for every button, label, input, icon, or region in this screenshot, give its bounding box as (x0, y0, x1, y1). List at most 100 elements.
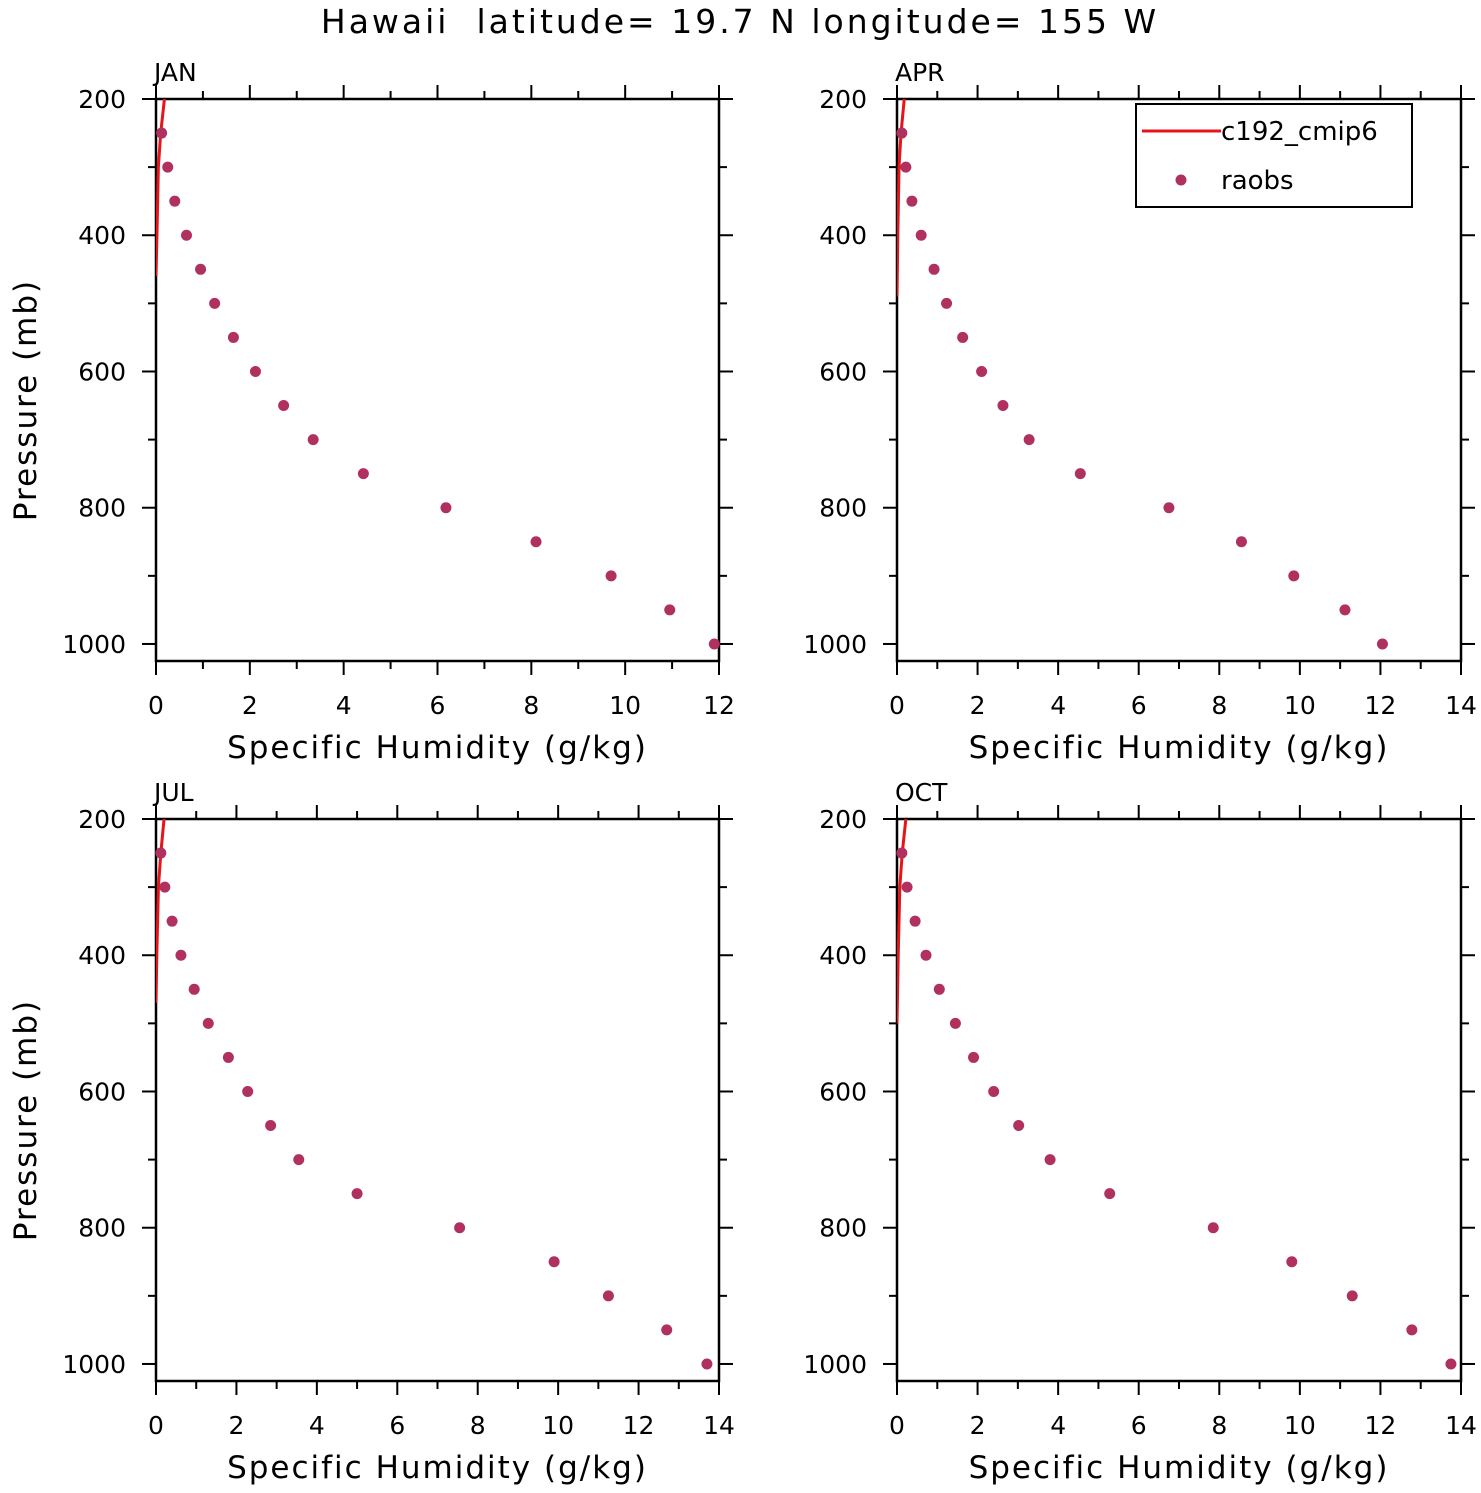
data-point-raobs (293, 1154, 305, 1166)
x-tick-label: 6 (430, 691, 446, 720)
data-point-raobs (906, 195, 918, 207)
y-tick-label: 200 (819, 85, 867, 114)
y-tick-label: 400 (78, 941, 126, 970)
data-point-raobs (1406, 1324, 1418, 1336)
data-point-raobs (957, 331, 969, 343)
data-point-raobs (180, 229, 192, 241)
y-tick-label: 1000 (803, 1350, 867, 1379)
data-point-raobs (307, 434, 319, 446)
legend-marker-swatch (1175, 174, 1187, 186)
y-tick-label: 800 (78, 1214, 126, 1243)
x-tick-label: 12 (1365, 1411, 1397, 1440)
data-point-raobs (1339, 604, 1351, 616)
x-tick-label: 6 (1131, 691, 1147, 720)
data-point-raobs (928, 263, 940, 275)
data-point-raobs (920, 949, 932, 961)
data-point-raobs (664, 604, 676, 616)
series-line-c192-cmip6 (156, 819, 166, 1003)
y-tick-label: 200 (78, 85, 126, 114)
data-point-raobs (454, 1222, 466, 1234)
x-tick-label: 8 (470, 1411, 486, 1440)
data-point-raobs (227, 331, 239, 343)
data-point-raobs (900, 161, 912, 173)
data-point-raobs (1163, 502, 1175, 514)
plot-frame-jan (154, 97, 721, 663)
panel-apr: 0 2 4 6 8 10 12 14 200 400 600 800 1000 APR Specific H… (803, 58, 1477, 766)
data-point-raobs (278, 400, 290, 412)
legend-label: raobs (1221, 166, 1294, 196)
panel-title-oct: OCT (895, 778, 948, 807)
plot-area-oct (897, 819, 908, 1024)
data-point-raobs (159, 881, 171, 893)
data-point-raobs (1074, 468, 1086, 480)
data-point-raobs (548, 1256, 560, 1268)
data-point-raobs (175, 949, 187, 961)
data-point-raobs (1207, 1222, 1219, 1234)
x-tick-label: 12 (1365, 691, 1397, 720)
data-point-raobs (976, 365, 988, 377)
legend-label: c192_cmip6 (1221, 117, 1378, 147)
data-point-raobs (968, 1051, 980, 1063)
series-line-c192-cmip6 (897, 819, 908, 1024)
data-point-raobs (1023, 434, 1035, 446)
figure-title: Hawaii latitude= 19.7 N longitude= 155 W (321, 2, 1159, 41)
x-axis-label: Specific Humidity (g/kg) (227, 1450, 648, 1486)
x-tick-label: 10 (1284, 691, 1316, 720)
data-point-raobs (933, 983, 945, 995)
x-tick-label: 14 (1445, 1411, 1477, 1440)
plot-area-jan (156, 99, 166, 277)
x-tick-label: 4 (1050, 1411, 1066, 1440)
y-tick-label: 600 (78, 357, 126, 386)
x-tick-label: 4 (336, 691, 352, 720)
x-tick-label: 0 (148, 691, 164, 720)
data-point-raobs (896, 847, 908, 859)
panel-jan: 0 2 4 6 8 10 12 200 400 600 800 1000 JAN Specific Hum… (8, 58, 735, 766)
data-point-raobs (169, 195, 181, 207)
data-point-raobs (155, 847, 167, 859)
data-point-raobs (708, 638, 720, 650)
x-axis-label: Specific Humidity (g/kg) (969, 730, 1390, 766)
x-tick-label: 10 (609, 691, 641, 720)
data-point-raobs (166, 915, 178, 927)
series-line-c192-cmip6 (897, 99, 906, 297)
x-tick-label: 6 (389, 1411, 405, 1440)
data-point-raobs (1376, 638, 1388, 650)
y-tick-label: 400 (78, 221, 126, 250)
y-tick-label: 200 (78, 805, 126, 834)
data-point-raobs (988, 1085, 1000, 1097)
y-tick-label: 800 (819, 494, 867, 523)
data-point-raobs (949, 1017, 961, 1029)
x-tick-label: 2 (242, 691, 258, 720)
data-point-raobs (602, 1290, 614, 1302)
y-tick-label: 200 (819, 805, 867, 834)
y-tick-label: 400 (819, 221, 867, 250)
x-tick-label: 6 (1131, 1411, 1147, 1440)
x-tick-label: 10 (1284, 1411, 1316, 1440)
data-point-raobs (222, 1051, 234, 1063)
data-point-raobs (242, 1085, 254, 1097)
plot-frame-jul (154, 817, 721, 1383)
x-tick-label: 4 (1050, 691, 1066, 720)
data-point-raobs (162, 161, 174, 173)
data-point-raobs (351, 1188, 363, 1200)
x-tick-label: 8 (1211, 691, 1227, 720)
data-point-raobs (265, 1120, 277, 1132)
data-point-raobs (1445, 1358, 1457, 1370)
x-tick-label: 2 (970, 1411, 986, 1440)
plot-area-jul (156, 819, 166, 1003)
data-point-raobs (357, 468, 369, 480)
x-tick-label: 12 (703, 691, 735, 720)
y-tick-label: 400 (819, 941, 867, 970)
x-tick-label: 14 (1445, 691, 1477, 720)
panel-jul: 0 2 4 6 8 10 12 14 200 400 600 800 1000 JUL Specific H… (8, 778, 735, 1486)
series-line-c192-cmip6 (156, 99, 166, 277)
data-point-raobs (1235, 536, 1247, 548)
y-tick-label: 600 (819, 357, 867, 386)
y-tick-label: 1000 (62, 630, 126, 659)
data-point-raobs (909, 915, 921, 927)
x-tick-label: 4 (309, 1411, 325, 1440)
data-point-raobs (530, 536, 542, 548)
data-point-raobs (1288, 570, 1300, 582)
